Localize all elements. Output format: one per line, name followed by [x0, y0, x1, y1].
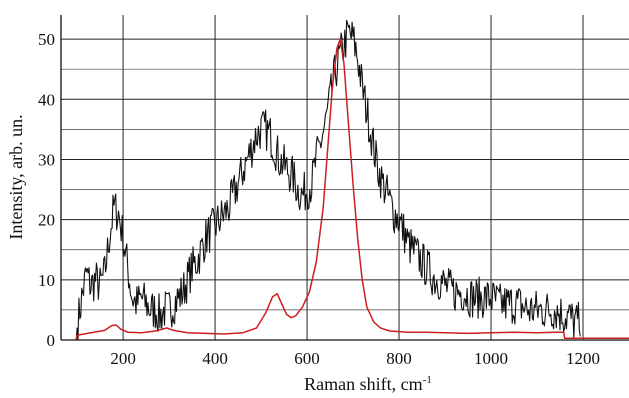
- y-tick-label: 20: [38, 211, 55, 230]
- y-tick-label: 30: [38, 150, 55, 169]
- tick-label-layer: 200 400 600 800 1000 1200 0 10 20 30 40 50: [38, 30, 600, 368]
- x-tick-label: 800: [386, 349, 412, 368]
- series-line-black: [75, 19, 581, 341]
- y-tick-label: 0: [47, 331, 56, 350]
- plot-area-background: [61, 15, 629, 340]
- series-line-red: [75, 38, 629, 341]
- x-tick-label: 200: [110, 349, 136, 368]
- x-tick-label: 400: [202, 349, 228, 368]
- series-layer: [75, 19, 629, 341]
- x-tick-label: 1000: [474, 349, 508, 368]
- y-tick-label: 10: [38, 271, 55, 290]
- y-tick-label: 40: [38, 90, 55, 109]
- y-tick-label: 50: [38, 30, 55, 49]
- x-axis-label: Raman shift, cm-1: [304, 374, 432, 394]
- x-tick-label: 600: [294, 349, 320, 368]
- x-axis-label-text: Raman shift, cm: [304, 374, 422, 394]
- x-axis-label-superscript: -1: [423, 374, 432, 386]
- x-tick-label: 1200: [566, 349, 600, 368]
- grid-layer: [61, 15, 629, 340]
- y-axis-label: Intensity, arb. un.: [6, 114, 26, 239]
